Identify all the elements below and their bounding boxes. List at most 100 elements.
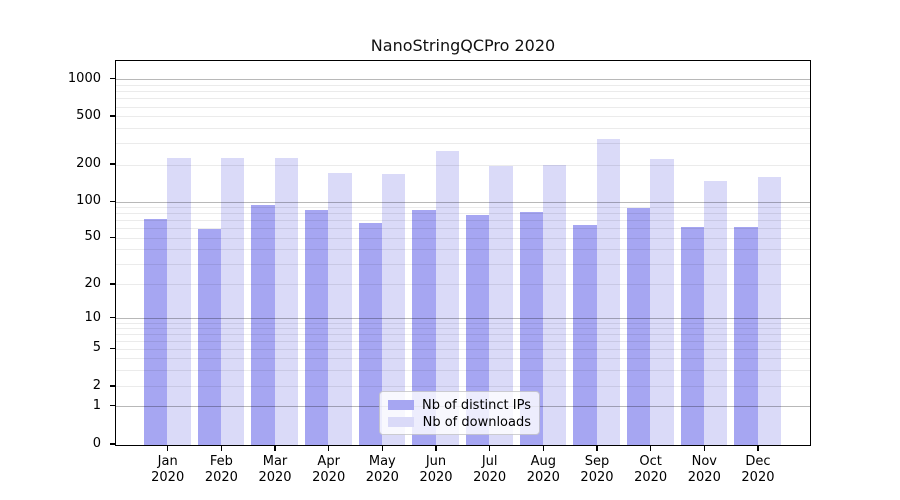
bar-downloads-nov [703,181,728,445]
legend-label: Nb of downloads [422,414,531,430]
legend-swatch [388,417,414,427]
y-axis-tick-label: 1000 [67,70,101,86]
x-axis: Jan 2020 Feb 2020 Mar 2020 Apr 2020 May 2020 Jun 20… [115,446,811,500]
x-axis-tick-label: Feb 2020 [204,454,238,485]
x-axis-tick [703,446,705,451]
grid-layer [116,61,810,445]
bar-distinct-ips-jan [143,219,168,445]
y-axis-tick [110,385,115,387]
x-axis-tick [220,446,223,451]
y-axis-tick-label: 100 [76,193,101,209]
x-axis-tick-label: Apr 2020 [312,454,346,485]
bar-downloads-feb [220,158,245,445]
y-axis-tick-label: 0 [92,436,101,451]
y-axis-tick [110,283,115,285]
y-axis: 0 1 2 5 10 20 50 100 200 500 1000 [0,60,115,451]
gridline-minor [116,249,810,251]
gridline-minor [116,237,810,239]
gridline-minor [116,207,810,209]
gridline-minor [116,213,810,215]
x-axis-tick [327,446,330,451]
gridline-major [116,79,810,81]
gridline-minor [116,263,810,265]
gridline-minor [116,333,810,335]
legend-item: Nb of downloads [388,414,531,430]
x-axis-tick-label: Jan 2020 [151,454,185,485]
y-axis-tick-label: 2 [92,377,101,393]
bar-distinct-ips-mar [251,205,275,445]
y-axis-tick-label: 10 [84,309,101,325]
chart-title: NanoStringQCPro 2020 [370,36,556,55]
y-axis-tick-label: 5 [92,340,101,356]
y-axis-tick [110,316,115,319]
x-axis-tick-label: Sep 2020 [580,454,614,485]
gridline-minor [116,369,810,371]
y-axis-tick [110,347,115,349]
x-axis-tick-label: May 2020 [365,454,399,485]
gridline-major [116,318,810,320]
gridline-minor [116,116,810,118]
gridline-minor [116,357,810,359]
x-axis-tick-label: Jun 2020 [419,454,453,485]
x-axis-tick [542,446,544,451]
bar-distinct-ips-oct [626,208,651,445]
x-axis-tick-label: Oct 2020 [634,454,668,485]
legend-swatch [388,400,414,410]
gridline-minor [116,322,810,324]
x-axis-tick [488,446,491,451]
gridline-minor [116,143,810,145]
x-axis-tick-label: Dec 2020 [741,454,775,485]
bar-downloads-apr [328,173,352,445]
x-axis-tick [381,446,384,451]
x-axis-tick [435,446,437,451]
gridline-major [116,201,810,203]
bar-downloads-oct [650,158,674,445]
gridline-minor [116,220,810,222]
gridline-minor [116,340,810,342]
gridline-minor [116,91,810,93]
gridline-minor [116,348,810,350]
gridline-minor [116,128,810,130]
y-axis-tick-label: 500 [76,107,101,123]
gridline-minor [116,284,810,286]
x-axis-tick-label: Jul 2020 [473,454,507,485]
bar-distinct-ips-apr [304,210,329,445]
gridline-minor [116,228,810,230]
y-axis-tick [110,77,115,80]
bar-downloads-jan [167,158,191,445]
bars-layer [116,61,810,445]
gridline-minor [116,386,810,388]
y-axis-tick [110,163,115,165]
bar-distinct-ips-nov [680,227,704,445]
y-axis-tick-label: 20 [84,275,101,291]
x-axis-tick [596,446,598,451]
x-axis-tick [167,446,169,451]
x-axis-tick [649,446,652,451]
bar-downloads-aug [542,164,567,445]
legend-item: Nb of distinct IPs [388,397,531,413]
bar-distinct-ips-dec [734,227,758,445]
legend: Nb of distinct IPs Nb of downloads [379,391,540,435]
x-axis-tick-label: Mar 2020 [258,454,292,485]
plot-area [115,60,811,446]
gridline-minor [116,327,810,329]
y-axis-tick [110,115,115,117]
gridline-minor [116,98,810,100]
y-axis-tick [110,405,115,407]
legend-label: Nb of distinct IPs [422,397,531,413]
gridline-minor [116,106,810,108]
x-axis-tick-label: Aug 2020 [526,454,560,485]
bar-downloads-sep [596,139,620,445]
y-axis-tick [110,236,115,238]
bar-distinct-ips-sep [573,224,597,445]
bar-downloads-mar [274,158,298,445]
x-axis-tick-label: Nov 2020 [687,454,721,485]
bar-downloads-dec [757,177,781,445]
y-axis-tick-label: 1 [92,397,101,413]
x-axis-tick [274,446,276,451]
gridline-minor [116,84,810,86]
y-axis-tick-label: 50 [84,229,101,245]
y-axis-tick [110,443,115,445]
y-axis-tick [110,200,115,203]
